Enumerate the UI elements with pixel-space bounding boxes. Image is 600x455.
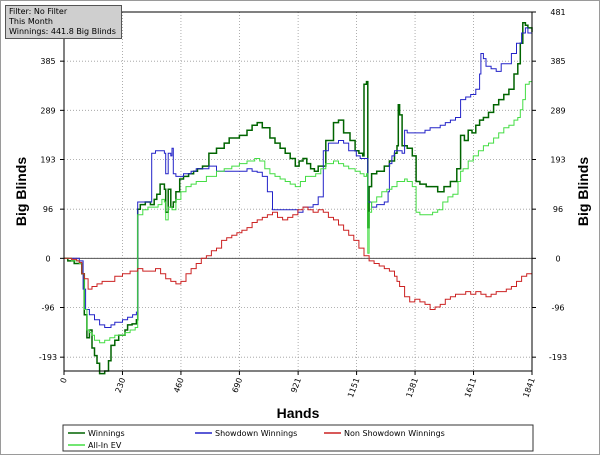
y-tick-label-right: 289 [550, 106, 565, 115]
filter-label: Filter: No Filter [9, 7, 68, 16]
y-tick-label-right: 481 [550, 8, 565, 17]
legend: Winnings Showdown Winnings Non Showdown Wi… [62, 424, 534, 452]
y-tick-label-left: -193 [39, 353, 57, 362]
y-axis-title-left: Big Blinds [13, 157, 29, 226]
y-tick-label-left: 193 [40, 155, 55, 164]
filter-info-box: Filter: No Filter This Month Winnings: 4… [5, 5, 122, 39]
y-tick-label-right: 193 [550, 155, 565, 164]
series-layer [64, 22, 533, 375]
y-tick-label-right: -193 [549, 353, 567, 362]
x-tick-label: 1381 [405, 377, 420, 399]
period-label: This Month [9, 17, 53, 26]
x-tick-label: 690 [231, 377, 245, 394]
y-tick-label-right: 0 [555, 254, 560, 263]
y-tick-label-left: 0 [45, 254, 50, 263]
x-tick-label: 1841 [521, 377, 536, 399]
winnings-label: Winnings: 441.8 Big Blinds [9, 27, 116, 36]
x-tick-label: 921 [289, 377, 303, 394]
legend-box [62, 424, 534, 452]
series-line-showdown-winnings [64, 27, 532, 328]
series-line-non-showdown-winnings [64, 206, 533, 310]
x-axis-title: Hands [277, 405, 320, 421]
y-tick-label-right: 96 [553, 205, 563, 214]
y-tick-label-left: -96 [41, 303, 54, 312]
x-tick-label: 1611 [463, 377, 478, 399]
x-tick-label: 460 [172, 377, 186, 394]
x-axis: 0 230 460 690 921 1151 1381 1611 1841 [59, 371, 537, 399]
y-tick-label-right: -96 [551, 303, 564, 312]
y-tick-label-left: 385 [40, 57, 55, 66]
plot-area-border [63, 11, 533, 372]
y-tick-label-right: 385 [550, 57, 565, 66]
legend-label: Showdown Winnings [215, 429, 297, 438]
y-axis-title-right: Big Blinds [575, 157, 591, 226]
legend-label: All-In EV [88, 441, 122, 450]
y-axis-right: 481 385 289 193 96 0 -96 -193 [532, 8, 567, 362]
series-line-all-in-ev [64, 81, 532, 344]
legend-label: Winnings [88, 429, 125, 438]
y-tick-label-left: 289 [40, 106, 55, 115]
x-tick-label: 230 [114, 377, 128, 394]
x-tick-label: 0 [59, 377, 69, 385]
grid [63, 11, 533, 371]
series-line-winnings [64, 22, 533, 375]
y-tick-label-left: 96 [43, 205, 53, 214]
x-tick-label: 1151 [346, 377, 361, 399]
legend-label: Non Showdown Winnings [344, 429, 445, 438]
